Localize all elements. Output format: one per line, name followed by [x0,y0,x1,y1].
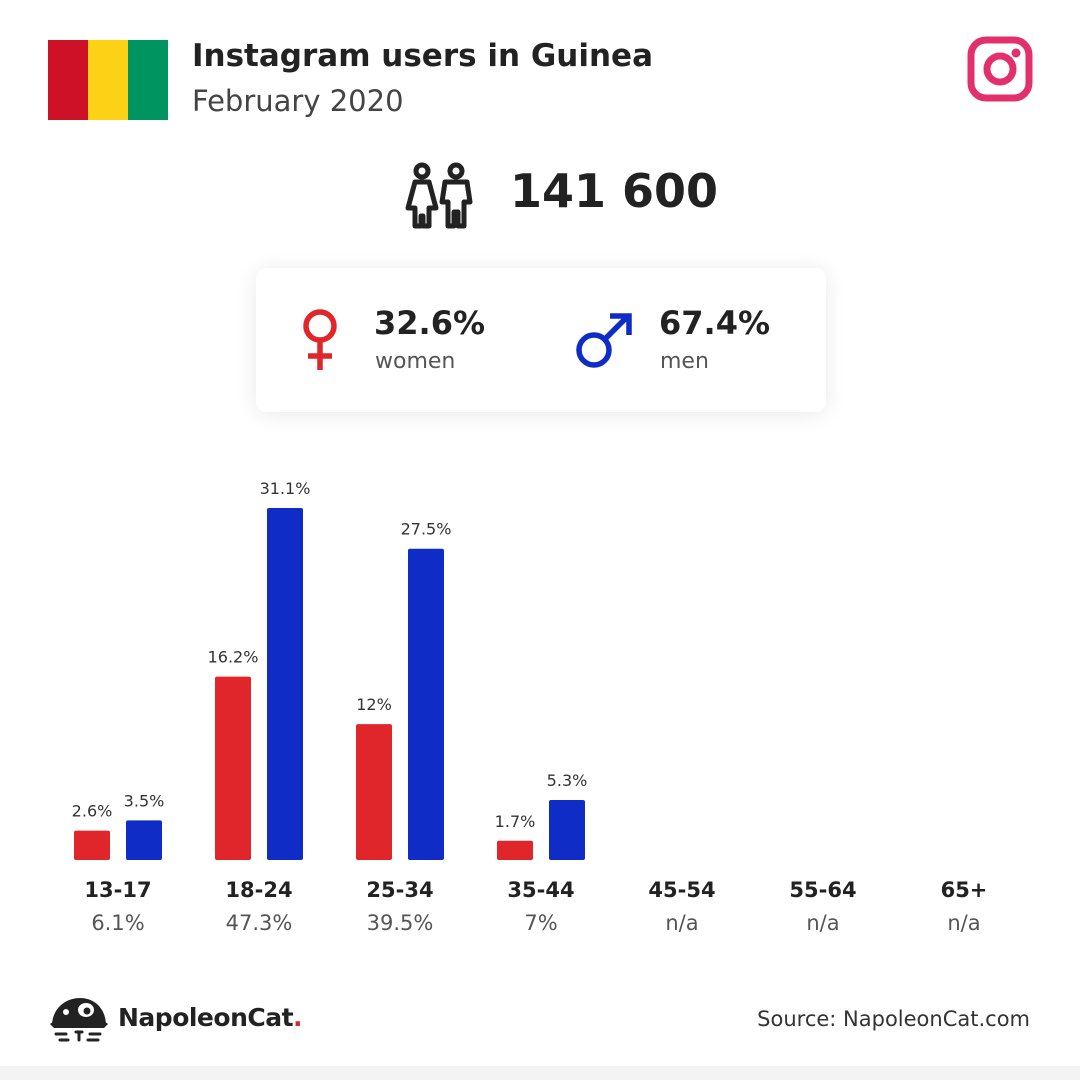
instagram-icon [967,36,1033,106]
bar-value-label: 31.1% [260,479,311,498]
total-users-value: 141 600 [510,164,719,218]
age-category-label: 55-64 [789,878,857,902]
bar-value-label: 27.5% [401,520,452,539]
bar-13-17-women [74,830,110,860]
bar-value-label: 12% [356,695,392,714]
page-title: Instagram users in Guinea [192,38,654,74]
age-category-total: 39.5% [366,911,434,935]
age-category-total: n/a [947,911,981,935]
source-credit: Source: NapoleonCat.com [757,1007,1030,1031]
female-symbol-icon [300,308,340,378]
brand-name: NapoleonCat. [118,1003,303,1032]
bar-35-44-women [497,840,533,860]
bar-18-24-women [215,676,251,860]
bar-value-label: 1.7% [495,812,536,831]
bar-18-24-men [267,508,303,860]
bar-value-label: 3.5% [124,791,165,810]
napoleoncat-logo-icon [48,994,110,1048]
page-subtitle: February 2020 [192,84,404,118]
bar-13-17-men [126,820,162,860]
age-category-label: 35-44 [507,878,575,902]
age-category-total: n/a [665,911,699,935]
brand-dot: . [293,1003,303,1032]
flag-stripe-red [48,40,88,120]
flag-stripe-yellow [88,40,128,120]
bar-value-label: 2.6% [72,802,113,821]
brand-name-text: NapoleonCat [118,1003,294,1032]
guinea-flag-icon [48,40,168,120]
age-category-label: 65+ [940,878,988,902]
women-percentage: 32.6% [374,304,486,342]
bar-value-label: 5.3% [547,771,588,790]
bar-25-34-women [356,724,392,860]
male-symbol-icon [574,312,634,374]
gender-split-card: 32.6% women 67.4% men [256,268,826,412]
age-category-label: 25-34 [366,878,434,902]
age-category-label: 45-54 [648,878,716,902]
men-percentage: 67.4% [659,304,771,342]
age-category-total: 47.3% [225,911,293,935]
flag-stripe-green [128,40,168,120]
men-label: men [660,349,709,374]
bar-25-34-men [408,548,444,860]
footer-strip [0,1066,1080,1080]
age-category-total: 6.1% [91,911,145,935]
bar-35-44-men [549,800,585,860]
bar-value-label: 16.2% [208,648,259,667]
age-category-label: 18-24 [225,878,293,902]
people-icon [404,162,474,234]
age-category-total: n/a [806,911,840,935]
age-category-label: 13-17 [84,878,152,902]
women-label: women [375,349,456,374]
age-category-total: 7% [524,911,558,935]
